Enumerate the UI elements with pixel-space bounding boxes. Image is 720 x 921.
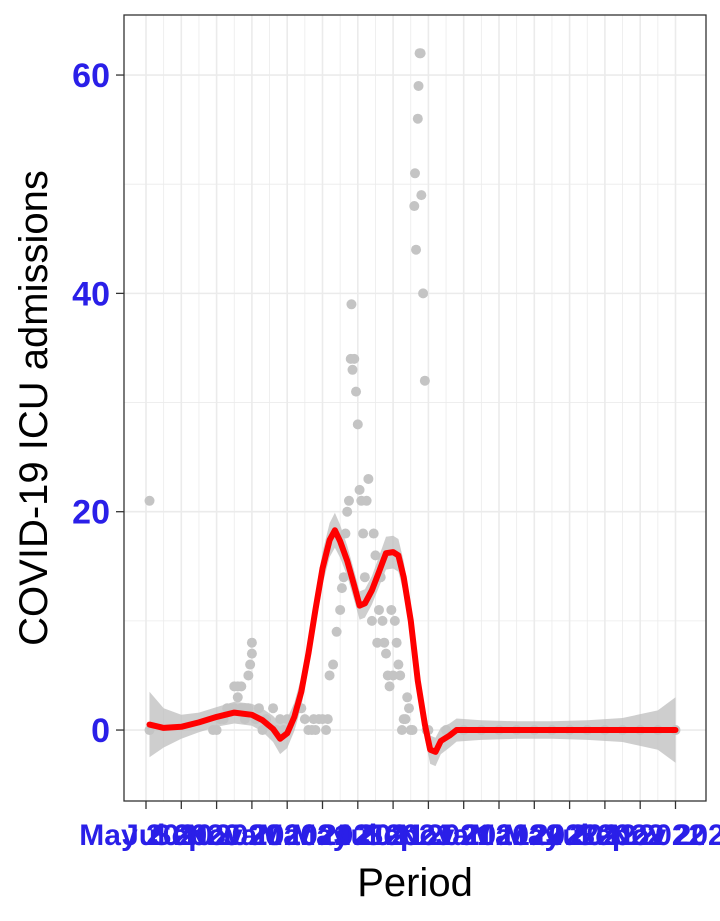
data-point (413, 80, 424, 91)
data-point (328, 659, 339, 670)
x-tick-label: May 2021 (291, 819, 424, 852)
data-point (400, 714, 411, 725)
x-tick-label: Sep 2022 (575, 819, 705, 852)
data-point (373, 604, 384, 615)
data-point (321, 725, 332, 736)
data-point (366, 615, 377, 626)
data-point (361, 495, 372, 506)
data-point (322, 714, 333, 725)
data-point (343, 495, 354, 506)
y-tick-label: 20 (72, 494, 110, 532)
data-point (416, 190, 427, 201)
data-point (246, 648, 257, 659)
data-point (310, 725, 321, 736)
data-point (347, 364, 358, 375)
smooth-line-path (146, 527, 679, 755)
data-point (396, 725, 407, 736)
data-point (340, 528, 351, 539)
data-point (409, 168, 420, 179)
data-point (335, 604, 346, 615)
data-point (368, 528, 379, 539)
data-point (349, 353, 360, 364)
data-point (346, 299, 357, 310)
data-point (388, 670, 399, 681)
data-point (144, 495, 155, 506)
x-axis-title: Period (357, 861, 473, 905)
x-tick-label: Jul 2022 (546, 819, 664, 852)
data-point (299, 714, 310, 725)
data-point (384, 681, 395, 692)
data-point (402, 692, 413, 703)
smooth-line (146, 527, 679, 755)
data-point (246, 637, 257, 648)
data-point (236, 681, 247, 692)
data-point (336, 583, 347, 594)
data-point (370, 550, 381, 561)
data-point (232, 692, 243, 703)
y-tick-label: 0 (91, 712, 110, 750)
y-tick-label: 60 (72, 57, 110, 95)
y-tick-label: 40 (72, 275, 110, 313)
data-point (389, 615, 400, 626)
y-axis-ticks: 0 20 40 60 (72, 57, 124, 750)
y-axis-title: COVID-19 ICU admissions (12, 170, 56, 646)
data-point (243, 670, 254, 681)
data-point (415, 48, 426, 59)
x-tick-label: Nov 2020 (186, 819, 318, 852)
x-tick-label: Sep 2020 (152, 819, 282, 852)
data-point (377, 615, 388, 626)
data-point (418, 288, 429, 299)
data-point (359, 572, 370, 583)
data-point (372, 637, 383, 648)
data-point (395, 670, 406, 681)
data-point (407, 725, 418, 736)
x-tick-label: Sep 2021 (363, 819, 493, 852)
data-point (412, 113, 423, 124)
data-point (211, 725, 222, 736)
panel-border (123, 14, 707, 802)
data-point (386, 604, 397, 615)
data-point (391, 637, 402, 648)
panel-background (124, 15, 706, 801)
x-tick-label: Jan 2021 (224, 819, 351, 852)
data-point (253, 703, 264, 714)
data-point (243, 703, 254, 714)
data-point (268, 703, 279, 714)
data-point (352, 419, 363, 430)
data-point (358, 528, 369, 539)
x-tick-label: Jan 2022 (436, 819, 563, 852)
data-point (409, 201, 420, 212)
grid (124, 15, 706, 801)
data-point (324, 670, 335, 681)
data-point (275, 714, 286, 725)
x-tick-label: Jul 2021 (334, 819, 452, 852)
data-point (379, 637, 390, 648)
data-point (381, 648, 392, 659)
data-point (393, 659, 404, 670)
x-tick-label: Jul 2020 (122, 819, 240, 852)
x-tick-label: Nov 2021 (398, 819, 530, 852)
x-tick-label: May 2022 (503, 819, 636, 852)
data-point (411, 244, 422, 255)
data-point (351, 386, 362, 397)
data-point (257, 725, 268, 736)
x-tick-label: Mar 2021 (258, 819, 386, 852)
data-point (245, 659, 256, 670)
data-point (338, 572, 349, 583)
data-point (363, 473, 374, 484)
x-tick-label: May 2020 (79, 819, 212, 852)
data-point (342, 506, 353, 517)
data-point (419, 375, 430, 386)
x-tick-label: Nov 2022 (610, 819, 720, 852)
data-point (403, 703, 414, 714)
x-tick-label: Mar 2022 (470, 819, 598, 852)
data-point (331, 626, 342, 637)
data-point (354, 484, 365, 495)
